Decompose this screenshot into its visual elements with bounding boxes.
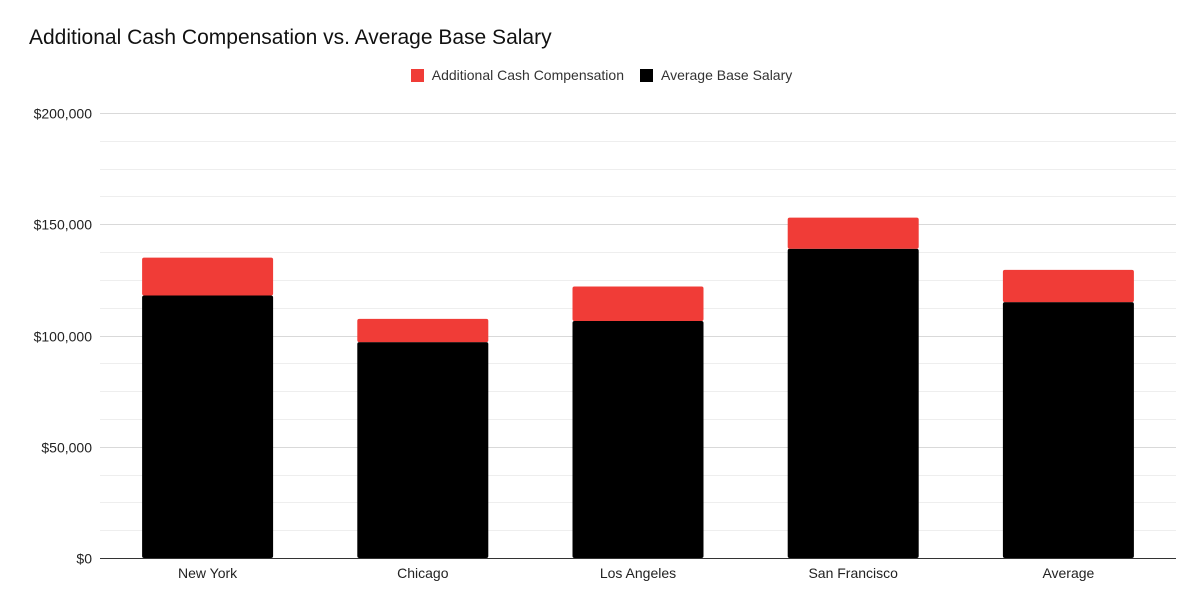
legend-swatch-base-salary <box>639 68 653 82</box>
bar-average-base-salary <box>787 248 919 558</box>
bar-additional-cash-compensation <box>787 217 919 249</box>
bar-additional-cash-compensation <box>142 257 274 296</box>
y-tick-label: $100,000 <box>34 329 93 345</box>
x-tick-label: Average <box>1042 565 1094 581</box>
bar-average-base-salary <box>1002 302 1134 558</box>
legend-label-base-salary: Average Base Salary <box>660 67 793 83</box>
y-tick-label: $0 <box>76 551 92 567</box>
x-tick-label: New York <box>178 565 238 581</box>
x-tick-label: San Francisco <box>808 565 898 581</box>
bar-additional-cash-compensation <box>357 318 489 343</box>
bar-average-base-salary <box>572 321 704 558</box>
y-tick-label: $50,000 <box>41 440 92 456</box>
x-tick-label: Los Angeles <box>600 565 676 581</box>
legend: Additional Cash Compensation Average Bas… <box>0 67 1203 83</box>
legend-item-additional-cash: Additional Cash Compensation <box>410 67 624 83</box>
bar-additional-cash-compensation <box>572 286 704 322</box>
bar-additional-cash-compensation <box>1002 269 1134 303</box>
x-tick-label: Chicago <box>397 565 449 581</box>
legend-item-base-salary: Average Base Salary <box>639 67 793 83</box>
bar-average-base-salary <box>357 342 489 558</box>
legend-label-additional-cash: Additional Cash Compensation <box>431 67 624 83</box>
y-tick-label: $150,000 <box>34 217 93 233</box>
y-tick-label: $200,000 <box>34 106 93 122</box>
chart-title: Additional Cash Compensation vs. Average… <box>29 26 552 49</box>
bar-average-base-salary <box>142 295 274 558</box>
legend-swatch-additional-cash <box>410 68 424 82</box>
